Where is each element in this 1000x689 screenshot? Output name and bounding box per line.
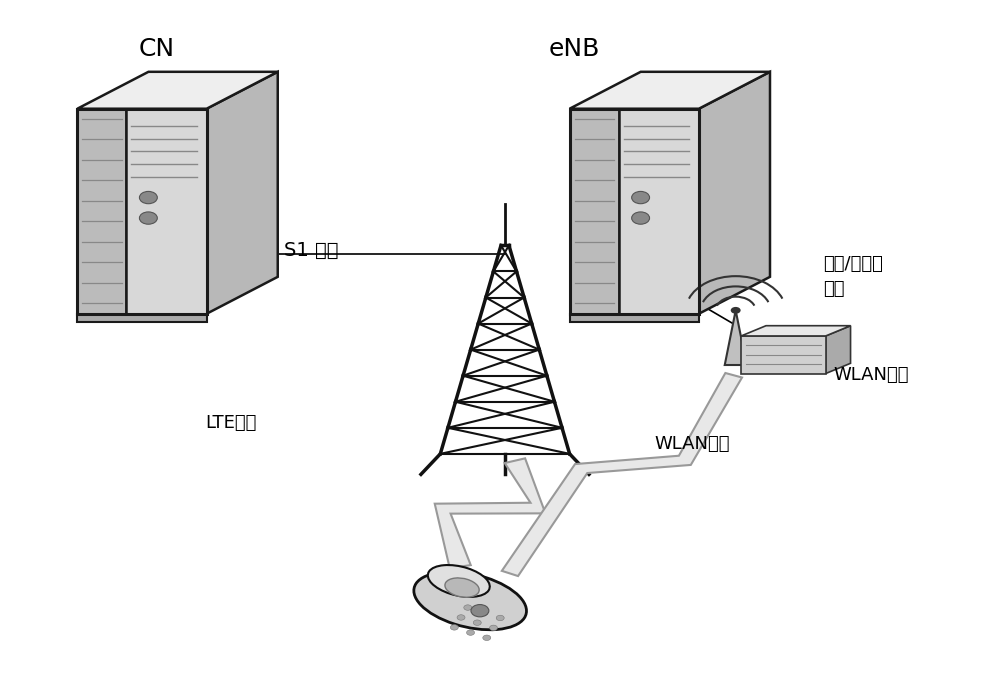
Polygon shape bbox=[725, 310, 747, 365]
Circle shape bbox=[483, 635, 491, 641]
Circle shape bbox=[450, 625, 458, 630]
Text: WLAN空口: WLAN空口 bbox=[654, 435, 730, 453]
Polygon shape bbox=[619, 109, 699, 313]
Ellipse shape bbox=[445, 578, 479, 597]
Circle shape bbox=[496, 615, 504, 621]
Circle shape bbox=[464, 605, 472, 610]
Circle shape bbox=[480, 610, 488, 615]
Ellipse shape bbox=[428, 565, 490, 597]
Circle shape bbox=[467, 630, 475, 635]
Text: eNB: eNB bbox=[549, 37, 600, 61]
Polygon shape bbox=[77, 72, 278, 109]
Polygon shape bbox=[435, 458, 545, 568]
Polygon shape bbox=[741, 326, 851, 336]
Polygon shape bbox=[826, 326, 851, 373]
Circle shape bbox=[139, 192, 157, 204]
Text: 理想/非理想
回路: 理想/非理想 回路 bbox=[823, 255, 883, 298]
Polygon shape bbox=[126, 109, 207, 313]
Polygon shape bbox=[699, 72, 770, 313]
Text: S1 接口: S1 接口 bbox=[284, 240, 338, 260]
Polygon shape bbox=[570, 313, 699, 322]
Circle shape bbox=[457, 615, 465, 620]
Circle shape bbox=[632, 192, 650, 204]
Circle shape bbox=[731, 307, 741, 313]
Circle shape bbox=[471, 604, 489, 617]
Circle shape bbox=[473, 620, 481, 626]
Polygon shape bbox=[77, 109, 126, 313]
Polygon shape bbox=[741, 336, 826, 373]
Polygon shape bbox=[570, 72, 770, 109]
Circle shape bbox=[632, 212, 650, 224]
Polygon shape bbox=[570, 109, 619, 313]
Text: LTE空口: LTE空口 bbox=[205, 414, 256, 432]
Circle shape bbox=[139, 212, 157, 224]
Polygon shape bbox=[207, 72, 278, 313]
Text: CN: CN bbox=[139, 37, 175, 61]
Ellipse shape bbox=[414, 572, 526, 630]
Polygon shape bbox=[77, 313, 207, 322]
Text: WLAN基站: WLAN基站 bbox=[833, 367, 909, 384]
Circle shape bbox=[490, 625, 497, 630]
Polygon shape bbox=[502, 373, 742, 576]
